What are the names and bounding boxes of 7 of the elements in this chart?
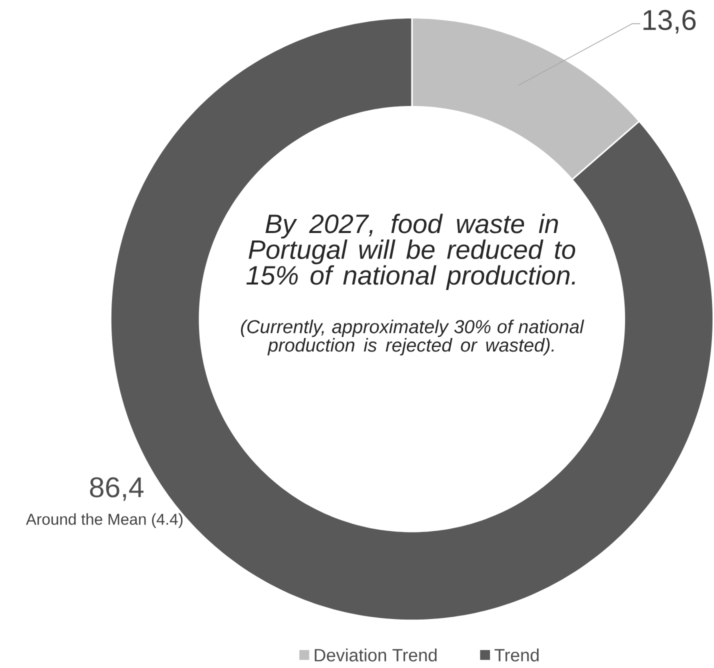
data-label: 86,4 xyxy=(90,477,144,501)
text: By 2027, food waste in Portugal will be reduced to 15% of national production. xyxy=(246,214,576,290)
data-label: 13,6 xyxy=(644,10,696,34)
legend-label: Deviation Trend xyxy=(314,648,437,662)
text: (Currently, approximately 30% of national production is rejected or wasted). xyxy=(240,320,584,356)
legend-label: Trend xyxy=(494,648,539,662)
text: Around the Mean (4.4) xyxy=(26,513,182,528)
